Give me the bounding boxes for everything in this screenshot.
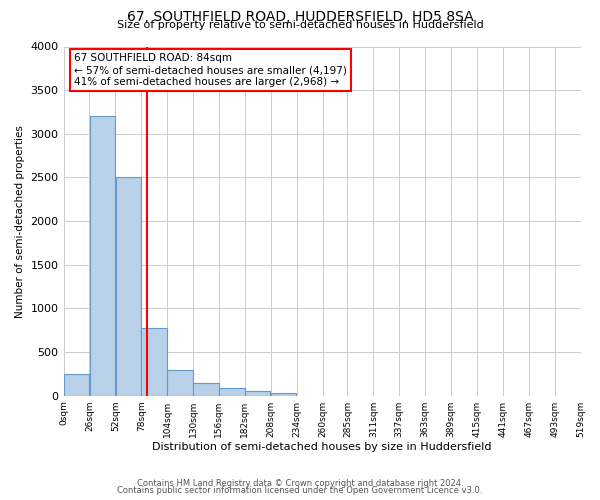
Bar (219, 388, 245, 396)
Text: 67, SOUTHFIELD ROAD, HUDDERSFIELD, HD5 8SA: 67, SOUTHFIELD ROAD, HUDDERSFIELD, HD5 8… (127, 10, 473, 24)
Bar (167, 370, 193, 396)
Y-axis label: Number of semi-detached properties: Number of semi-detached properties (15, 124, 25, 318)
Text: Contains public sector information licensed under the Open Government Licence v3: Contains public sector information licen… (118, 486, 482, 495)
Bar (245, 392, 271, 396)
Text: Size of property relative to semi-detached houses in Huddersfield: Size of property relative to semi-detach… (116, 20, 484, 30)
Text: Contains HM Land Registry data © Crown copyright and database right 2024.: Contains HM Land Registry data © Crown c… (137, 478, 463, 488)
Bar (116, 178, 141, 396)
Bar (89, 116, 115, 396)
Bar (271, 393, 296, 396)
Bar (193, 382, 218, 396)
Bar (142, 328, 167, 396)
Bar (64, 374, 89, 396)
Text: 67 SOUTHFIELD ROAD: 84sqm
← 57% of semi-detached houses are smaller (4,197)
41% : 67 SOUTHFIELD ROAD: 84sqm ← 57% of semi-… (74, 54, 347, 86)
X-axis label: Distribution of semi-detached houses by size in Huddersfield: Distribution of semi-detached houses by … (152, 442, 492, 452)
